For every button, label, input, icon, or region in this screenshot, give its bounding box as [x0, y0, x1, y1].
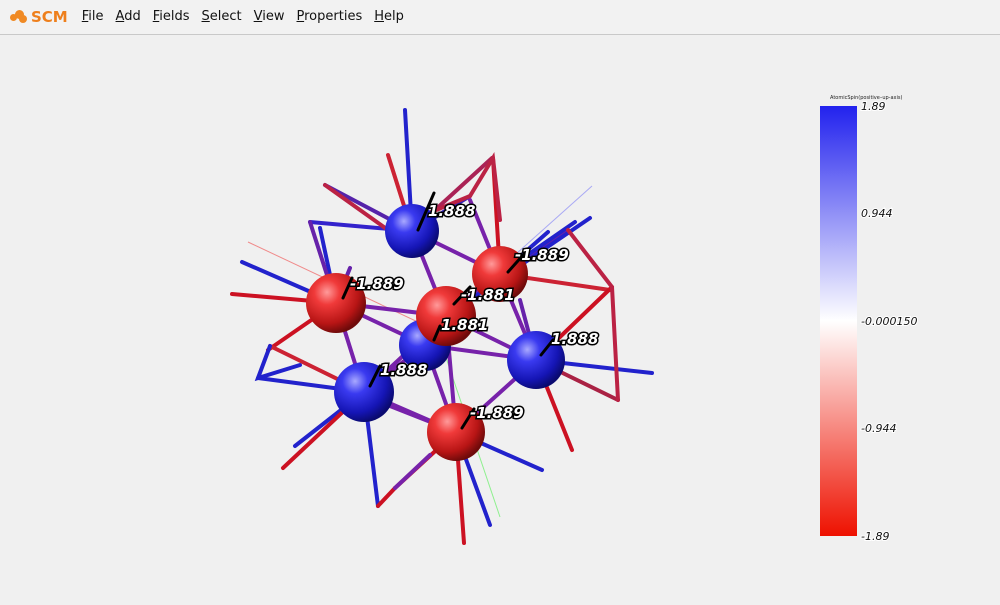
atom-labels: 1.888 -1.889 -1.889 -1.881 1.881 1.888 1…	[349, 201, 600, 424]
atom-red-topright	[472, 246, 528, 302]
menu-bar: SCM File Add Fields Select View Properti…	[0, 0, 1000, 35]
atom-label: 1.881	[441, 316, 488, 334]
atom-label: 1.888	[428, 202, 475, 220]
color-bar	[820, 106, 857, 536]
color-bar-title: AtomicSpin(positive–up-axis)	[830, 95, 902, 101]
atoms	[306, 204, 565, 461]
atom-blue-top	[385, 204, 439, 258]
menu-help[interactable]: Help	[374, 9, 404, 24]
color-bar-tick: -0.000150	[861, 315, 917, 328]
scm-logo[interactable]: SCM	[10, 8, 68, 26]
atom-label: -1.889	[470, 404, 524, 422]
menu-view[interactable]: View	[253, 9, 285, 24]
atom-label: 1.888	[551, 330, 598, 348]
atom-blue-left	[334, 362, 394, 422]
color-bar-tick: -1.89	[861, 530, 889, 543]
atom-red-left	[306, 273, 366, 333]
color-bar-legend: AtomicSpin(positive–up-axis) 1.89 0.944 …	[820, 95, 918, 544]
menu-file[interactable]: File	[81, 9, 104, 24]
molecule-viewport[interactable]: 1.888 -1.889 -1.889 -1.881 1.881 1.888 1…	[0, 36, 1000, 605]
menu-fields[interactable]: Fields	[152, 9, 190, 24]
atom-label: -1.889	[515, 246, 569, 264]
menu-properties[interactable]: Properties	[296, 9, 363, 24]
atom-red-center	[416, 286, 476, 346]
color-bar-tick: 1.89	[861, 100, 886, 113]
menu-select[interactable]: Select	[201, 9, 242, 24]
color-bar-tick: 0.944	[861, 207, 893, 220]
atom-red-bottom	[427, 403, 485, 461]
scm-logo-icon	[10, 9, 30, 25]
color-bar-tick: -0.944	[861, 422, 896, 435]
atom-label: -1.881	[461, 286, 515, 304]
label-leaders	[341, 191, 555, 430]
atom-label: -1.889	[350, 275, 404, 293]
menu-add[interactable]: Add	[115, 9, 141, 24]
logo-text: SCM	[31, 8, 68, 26]
atom-label: 1.888	[380, 361, 427, 379]
